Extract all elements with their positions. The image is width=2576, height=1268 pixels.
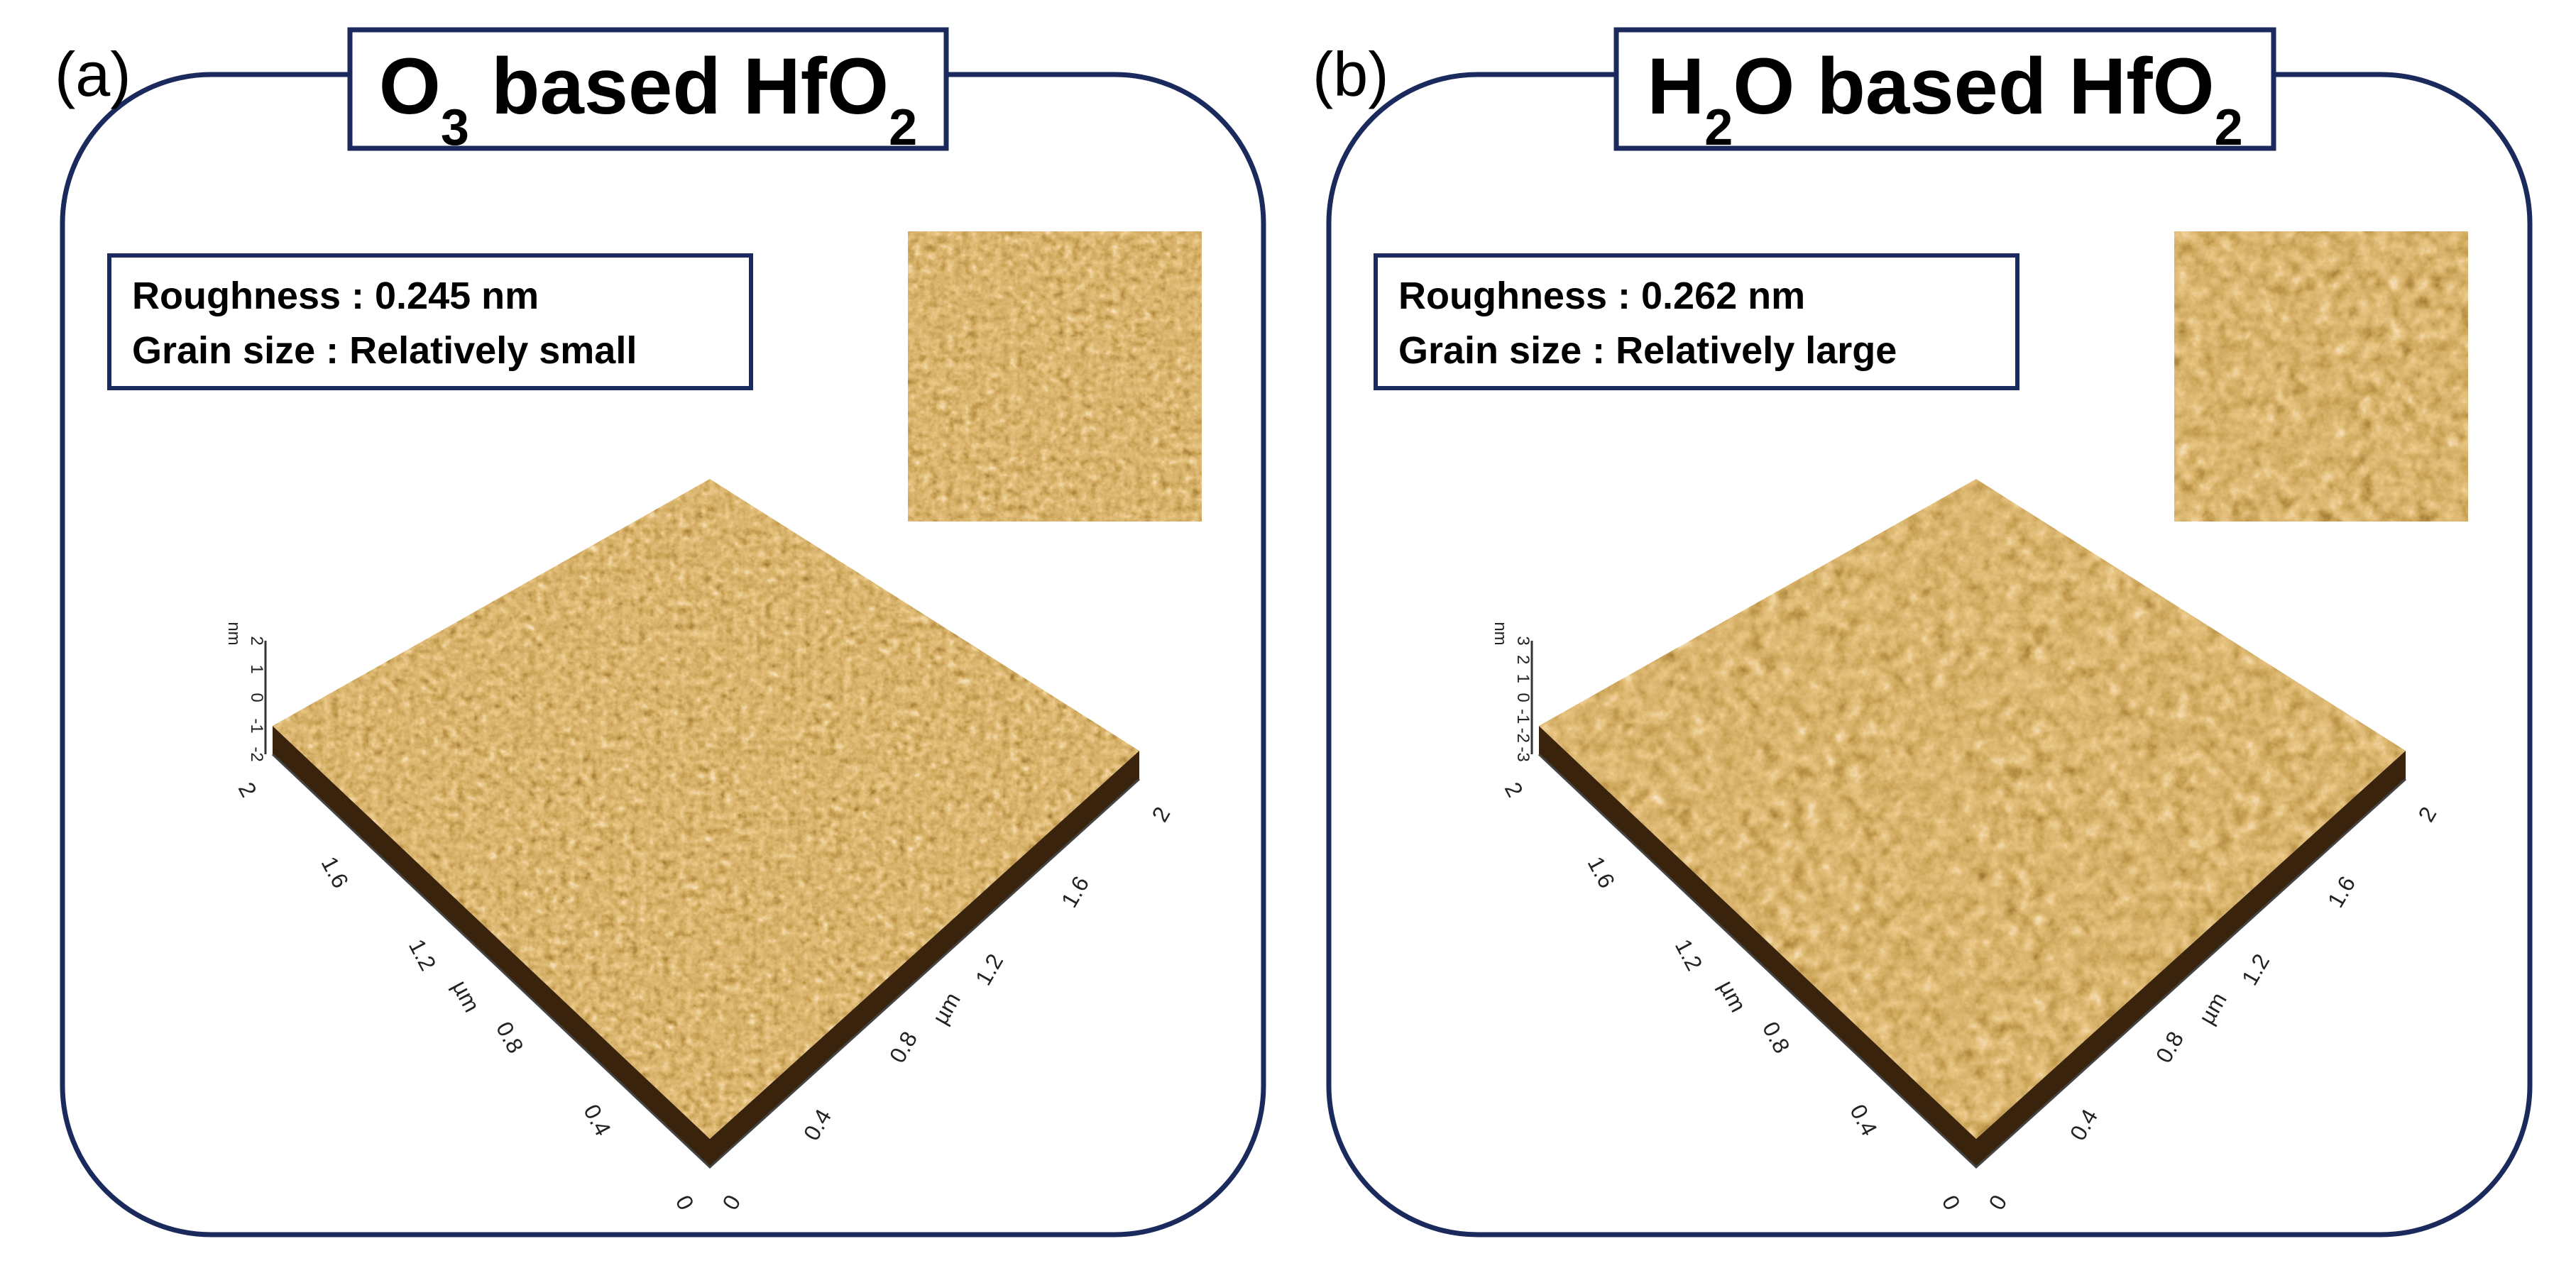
info-box (107, 253, 753, 390)
title-part: 3 (441, 99, 469, 156)
x-tick-label: 2 (2413, 803, 2441, 826)
title-box (1613, 27, 2276, 151)
title-part: based HfO (469, 42, 889, 131)
title: H2O based HfO2 (1647, 42, 2242, 156)
z-tick-label: 0 (1513, 693, 1533, 702)
title-part: O (379, 42, 441, 131)
title-part: 2 (2215, 99, 2243, 156)
title-part: H (1647, 42, 1704, 131)
x-tick-label: 1.6 (2323, 872, 2360, 913)
x-tick-label: 0.4 (2065, 1105, 2103, 1145)
z-tick-label: 3 (1513, 636, 1533, 645)
y-tick-label: 0 (1937, 1191, 1966, 1215)
title-part: O based HfO (1733, 42, 2214, 131)
z-tick-label: -2 (1513, 728, 1533, 743)
z-tick-label: 2 (247, 636, 266, 645)
y-tick-label: 0.4 (1845, 1100, 1882, 1140)
y-tick-label: 1.2 (1670, 935, 1708, 975)
info-line: Grain size : Relatively small (132, 329, 637, 372)
surface-base (271, 753, 1141, 1169)
y-tick-label: 1.2 (404, 935, 442, 975)
info-line: Roughness : 0.245 nm (132, 275, 539, 317)
z-unit: nm (1491, 622, 1510, 645)
y-tick-label: 0.4 (579, 1100, 616, 1140)
z-tick-label: -3 (1513, 746, 1533, 761)
z-tick-label: 0 (247, 693, 266, 702)
x-tick-label: 0 (717, 1191, 745, 1214)
afm-surface (1539, 479, 2406, 1139)
afm-surface (273, 479, 1139, 1139)
x-tick-label: 0.4 (799, 1105, 836, 1145)
z-tick-label: -1 (1513, 709, 1533, 724)
y-tick-label: 0 (671, 1191, 699, 1215)
x-unit: µm (2193, 988, 2232, 1028)
title-part: 2 (889, 99, 917, 156)
y-tick-label: 0.8 (1758, 1018, 1795, 1057)
title-part: 2 (1704, 99, 1733, 156)
info-line: Grain size : Relatively large (1398, 329, 1897, 372)
title-box (347, 27, 949, 151)
z-tick-label: -2 (247, 746, 266, 761)
panel-label: (b) (1312, 39, 1389, 109)
x-tick-label: 1.6 (1056, 872, 1094, 913)
x-tick-label: 0.8 (2151, 1027, 2188, 1067)
y-tick-label: 0.8 (491, 1018, 529, 1057)
y-tick-label: 1.6 (1583, 852, 1621, 892)
y-tick-label: 2 (1500, 778, 1528, 802)
title: O3 based HfO2 (379, 42, 917, 156)
x-unit: µm (927, 988, 965, 1028)
y-unit: µm (1714, 976, 1751, 1016)
y-tick-label: 2 (234, 778, 262, 802)
z-tick-label: -1 (247, 718, 266, 733)
z-tick-label: 1 (1513, 674, 1533, 683)
z-unit: nm (224, 622, 243, 645)
surface-base (1538, 753, 2407, 1169)
x-tick-label: 1.2 (970, 949, 1008, 990)
info-box (1374, 253, 2019, 390)
afm-inset (908, 231, 1202, 522)
x-tick-label: 0 (1983, 1191, 2012, 1214)
afm-inset (2174, 231, 2468, 522)
panel-label: (a) (55, 39, 131, 109)
z-tick-label: 2 (1513, 655, 1533, 664)
info-line: Roughness : 0.262 nm (1398, 275, 1805, 317)
x-tick-label: 1.2 (2237, 949, 2274, 990)
x-tick-label: 2 (1146, 803, 1175, 826)
y-unit: µm (447, 976, 485, 1016)
x-tick-label: 0.8 (884, 1027, 922, 1067)
z-tick-label: 1 (247, 664, 266, 673)
y-tick-label: 1.6 (317, 852, 354, 892)
